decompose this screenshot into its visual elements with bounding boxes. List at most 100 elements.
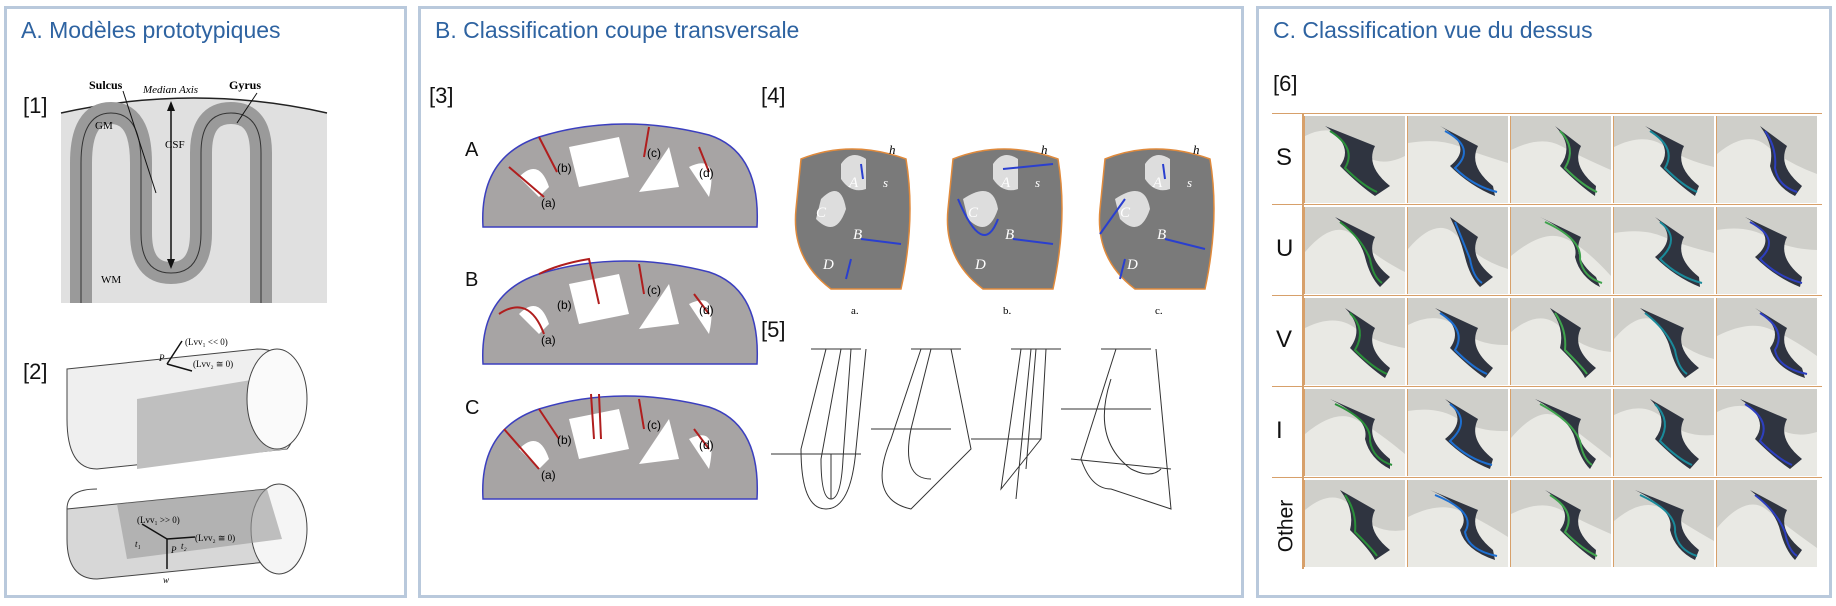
sublabel-c-b: (b) <box>557 433 572 447</box>
sublabel-c-d: (d) <box>699 438 714 452</box>
sulcus-surface-image <box>1511 116 1611 203</box>
sublabel-a-d: (d) <box>699 166 714 180</box>
grid-row-i: I <box>1272 386 1822 478</box>
grid-cell <box>1510 116 1611 203</box>
grid-row-label-s: S <box>1272 114 1304 205</box>
shape-b: A B C D h s b. <box>946 142 1063 317</box>
grid-cell <box>1510 207 1611 294</box>
grid-cell <box>1304 389 1405 476</box>
grid-cell <box>1716 116 1817 203</box>
grid-cell <box>1510 389 1611 476</box>
sulcus-surface-image <box>1511 298 1611 385</box>
grid-cell <box>1304 480 1405 567</box>
label-gyrus: Gyrus <box>229 78 261 92</box>
sulcus-surface-image <box>1614 298 1714 385</box>
grid-cell <box>1304 116 1405 203</box>
grid-cell <box>1613 207 1714 294</box>
grid-cell <box>1510 480 1611 567</box>
sulcus-surface-image <box>1408 207 1508 294</box>
caption-c: c. <box>1155 305 1163 317</box>
sublabel-b-a: (a) <box>541 333 556 347</box>
sublabel-b-c: (c) <box>647 283 661 297</box>
sulcus-surface-image <box>1305 389 1405 476</box>
sublabel-c-c: (c) <box>647 418 661 432</box>
grid-cell <box>1407 389 1508 476</box>
letter-b: B <box>853 227 862 243</box>
sulcus-surface-image <box>1408 389 1508 476</box>
label-h-b: h <box>1041 142 1048 157</box>
label-t2-top: (Lvv₂ ≅ 0) <box>193 359 233 369</box>
grid-cell <box>1716 298 1817 385</box>
sulcus-surface-image <box>1305 116 1405 203</box>
letter-a: A <box>848 175 859 191</box>
panel-b: B. Classification coupe transversale [3]… <box>418 6 1244 598</box>
sulcus-surface-image <box>1717 389 1817 476</box>
sublabel-a-a: (a) <box>541 196 556 210</box>
sulcus-surface-image <box>1717 207 1817 294</box>
label-t1: t₁ <box>135 539 141 549</box>
grid-cell <box>1304 207 1405 294</box>
panel-a-title: A. Modèles prototypiques <box>21 17 281 43</box>
label-p-top: P <box>158 353 165 363</box>
ref-6: [6] <box>1273 71 1298 96</box>
cross-section-b: (a) (b) (c) (d) <box>482 257 759 365</box>
grid-cell <box>1407 207 1508 294</box>
label-h-a: h <box>889 142 896 157</box>
grid-cell <box>1510 298 1611 385</box>
grid-cell <box>1407 116 1508 203</box>
label-p-bot: P <box>170 545 177 555</box>
label-s-c: s <box>1187 175 1192 190</box>
grid-cell <box>1716 389 1817 476</box>
grid-cell <box>1304 298 1405 385</box>
row-label-c: C <box>465 397 480 419</box>
sulcus-surface-image <box>1408 480 1508 567</box>
grid-cell <box>1613 389 1714 476</box>
sublabel-c-a: (a) <box>541 468 556 482</box>
sulcus-surface-image <box>1511 207 1611 294</box>
sublabel-a-c: (c) <box>647 146 661 160</box>
letter-c: C <box>816 205 827 221</box>
letter-c-c: C <box>1120 205 1131 221</box>
sulcus-surface-image <box>1408 298 1508 385</box>
letter-a-b: A <box>1000 175 1011 191</box>
label-s-a: s <box>883 175 888 190</box>
ref-4: [4] <box>761 83 786 108</box>
sublabel-a-b: (b) <box>557 161 572 175</box>
grid-cell <box>1407 298 1508 385</box>
sulcus-surface-image <box>1511 480 1611 567</box>
panel-b-title: B. Classification coupe transversale <box>435 17 800 43</box>
label-median-axis: Median Axis <box>142 84 198 96</box>
cross-section-a: (a) (b) (c) (d) <box>482 123 759 228</box>
grid-row-label-u: U <box>1272 205 1304 296</box>
grid-row-label-other: Other <box>1272 478 1304 569</box>
letter-d-b: D <box>974 257 986 273</box>
panel-a: A. Modèles prototypiques [1] [2] Sulcus … <box>4 6 407 598</box>
label-gm: GM <box>95 120 113 132</box>
shape-a: A B C D h s a. <box>794 142 911 317</box>
label-s-b: s <box>1035 175 1040 190</box>
grid-row-u: U <box>1272 204 1822 296</box>
caption-b: b. <box>1003 305 1012 317</box>
cross-section-c: (a) (b) (c) (d) <box>482 393 759 500</box>
sulcus-surface-image <box>1305 207 1405 294</box>
grid-row-other: Other <box>1272 477 1822 569</box>
grid-cell <box>1716 207 1817 294</box>
panel-c-title: C. Classification vue du dessus <box>1273 17 1593 43</box>
grid-row-label-i: I <box>1272 387 1304 478</box>
label-t2: t₂ <box>181 541 187 551</box>
sulcal-3d-line-drawings <box>771 348 1172 510</box>
shape-c: A B C D h s c. <box>1098 142 1215 317</box>
sulci-image-grid: S U V I Other <box>1272 113 1822 569</box>
label-h-c: h <box>1193 142 1200 157</box>
grid-cell <box>1407 480 1508 567</box>
sulcus-surface-image <box>1614 389 1714 476</box>
label-csf: CSF <box>165 139 185 151</box>
label-t1-top: (Lvv₁ << 0) <box>185 337 228 347</box>
row-label-a: A <box>465 139 479 161</box>
sublabel-b-b: (b) <box>557 298 572 312</box>
grid-cell <box>1613 480 1714 567</box>
label-sulcus: Sulcus <box>89 78 123 92</box>
letter-d-c: D <box>1126 257 1138 273</box>
ref-1: [1] <box>23 93 48 118</box>
sulcus-gyrus-diagram: Sulcus Median Axis Gyrus GM CSF WM <box>60 78 328 303</box>
